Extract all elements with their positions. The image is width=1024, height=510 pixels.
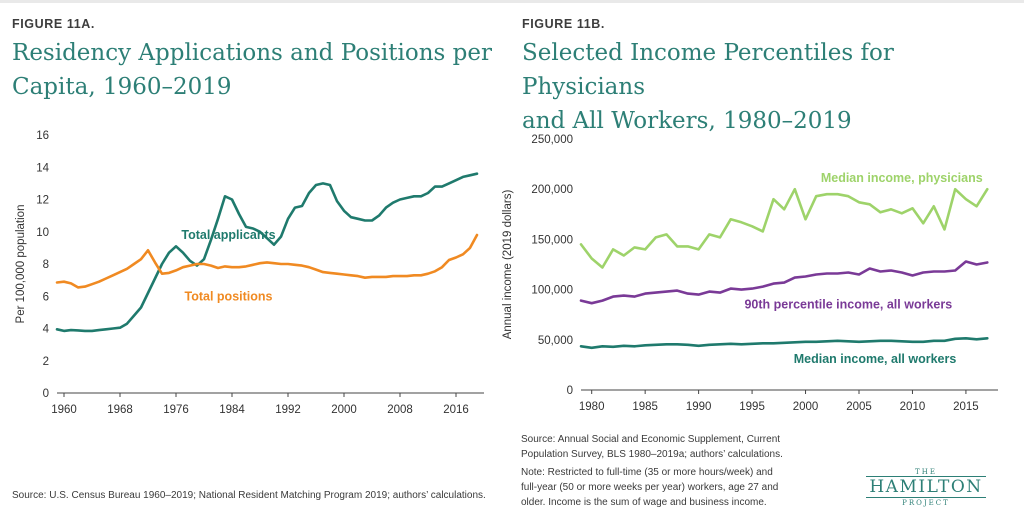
left-chart-y-tick-label: 10: [36, 227, 49, 239]
figure-11b-title-line2: and All Workers, 1980–2019: [522, 108, 852, 134]
left-chart-y-tick-label: 4: [43, 324, 50, 336]
right-chart-y-axis-title: Annual income (2019 dollars): [502, 190, 514, 340]
left-chart-y-tick-label: 6: [43, 291, 49, 303]
hamilton-project-logo: THE HAMILTON PROJECT: [858, 468, 994, 508]
figure-11b-note-line1: Note: Restricted to full-time (35 or mor…: [521, 467, 773, 478]
right-chart-series-line-median-income-all-workers: [579, 336, 989, 350]
left-chart-x-tick-label: 2008: [387, 404, 413, 416]
left-chart-y-tick-label: 8: [43, 259, 49, 271]
figure-11b-source: Source: Annual Social and Economic Suppl…: [521, 432, 821, 462]
right-chart-series-label-90th-percentile-income-all-workers: 90th percentile income, all workers: [744, 298, 952, 312]
left-chart-series-label-total-positions: Total positions: [185, 289, 273, 303]
right-chart-x-tick-label: 2010: [900, 401, 926, 413]
left-chart-x-tick-label: 1968: [107, 404, 133, 416]
logo-the: THE: [915, 468, 937, 476]
left-chart-x-tick-label: 1992: [275, 404, 301, 416]
figure-11a-title-line2: Capita, 1960–2019: [12, 74, 232, 100]
logo-project: PROJECT: [902, 499, 950, 507]
right-chart-y-tick-label: 0: [567, 385, 573, 397]
left-chart-x-tick-label: 2016: [443, 404, 469, 416]
figure-11b-note: Note: Restricted to full-time (35 or mor…: [521, 465, 821, 510]
figure-11b-title: Selected Income Percentiles for Physicia…: [522, 36, 1024, 138]
right-chart-x-tick-label: 1995: [739, 401, 765, 413]
figure-11a-title: Residency Applications and Positions per…: [12, 36, 492, 104]
right-chart-y-tick-label: 200,000: [531, 184, 573, 196]
left-chart-y-axis-title: Per 100,000 population: [15, 205, 27, 324]
left-chart-y-tick-label: 2: [43, 356, 49, 368]
right-chart-y-tick-label: 250,000: [531, 134, 573, 146]
figure-11b-note-line2: full-year (50 or more weeks per year) wo…: [521, 482, 779, 493]
right-chart-x-tick-label: 1980: [579, 401, 605, 413]
figure-11b-title-line1: Selected Income Percentiles for Physicia…: [522, 40, 894, 100]
right-chart-y-tick-label: 100,000: [531, 285, 573, 297]
right-chart-x-tick-label: 2005: [846, 401, 872, 413]
figure-11a-title-line1: Residency Applications and Positions per: [12, 40, 492, 66]
logo-name: HAMILTON: [866, 476, 986, 498]
top-divider: [0, 0, 1024, 3]
left-chart-y-tick-label: 14: [36, 162, 49, 174]
right-chart-series-label-median-income-all-workers: Median income, all workers: [794, 352, 957, 366]
left-chart-x-tick-label: 1960: [51, 404, 77, 416]
right-chart-y-tick-label: 50,000: [538, 335, 573, 347]
left-chart-series-line-total-applicants: [55, 172, 479, 333]
figure-11b-note-line3: older. Income is the sum of wage and bus…: [521, 497, 767, 508]
figure-11b-source-line2: Population Survey, BLS 1980–2019a; autho…: [521, 449, 783, 460]
right-chart-series-line-median-income-physicians: [579, 187, 989, 269]
left-chart-x-tick-label: 1984: [219, 404, 245, 416]
left-chart-series-line-total-positions: [55, 233, 479, 289]
right-chart-x-tick-label: 1985: [632, 401, 658, 413]
right-chart-x-tick-label: 1990: [686, 401, 712, 413]
right-chart-series-label-median-income-physicians: Median income, physicians: [821, 171, 983, 185]
left-chart-y-tick-label: 12: [36, 195, 49, 207]
left-chart-y-tick-label: 0: [43, 388, 49, 400]
figure-11b-source-line1: Source: Annual Social and Economic Suppl…: [521, 434, 781, 445]
left-chart-series-label-total-applicants: Total applicants: [181, 228, 275, 242]
left-chart-x-tick-label: 2000: [331, 404, 357, 416]
right-chart-x-tick-label: 2000: [793, 401, 819, 413]
right-chart-series-line-90th-percentile-income-all-workers: [579, 260, 989, 305]
figure-11a-source: Source: U.S. Census Bureau 1960–2019; Na…: [12, 490, 486, 501]
left-chart-x-tick-label: 1976: [163, 404, 189, 416]
figure-11a-label: FIGURE 11A.: [12, 17, 96, 31]
left-chart-y-tick-label: 16: [36, 130, 49, 142]
right-chart-y-tick-label: 150,000: [531, 234, 573, 246]
right-chart-x-tick-label: 2015: [953, 401, 979, 413]
figure-11b-label: FIGURE 11B.: [522, 17, 606, 31]
